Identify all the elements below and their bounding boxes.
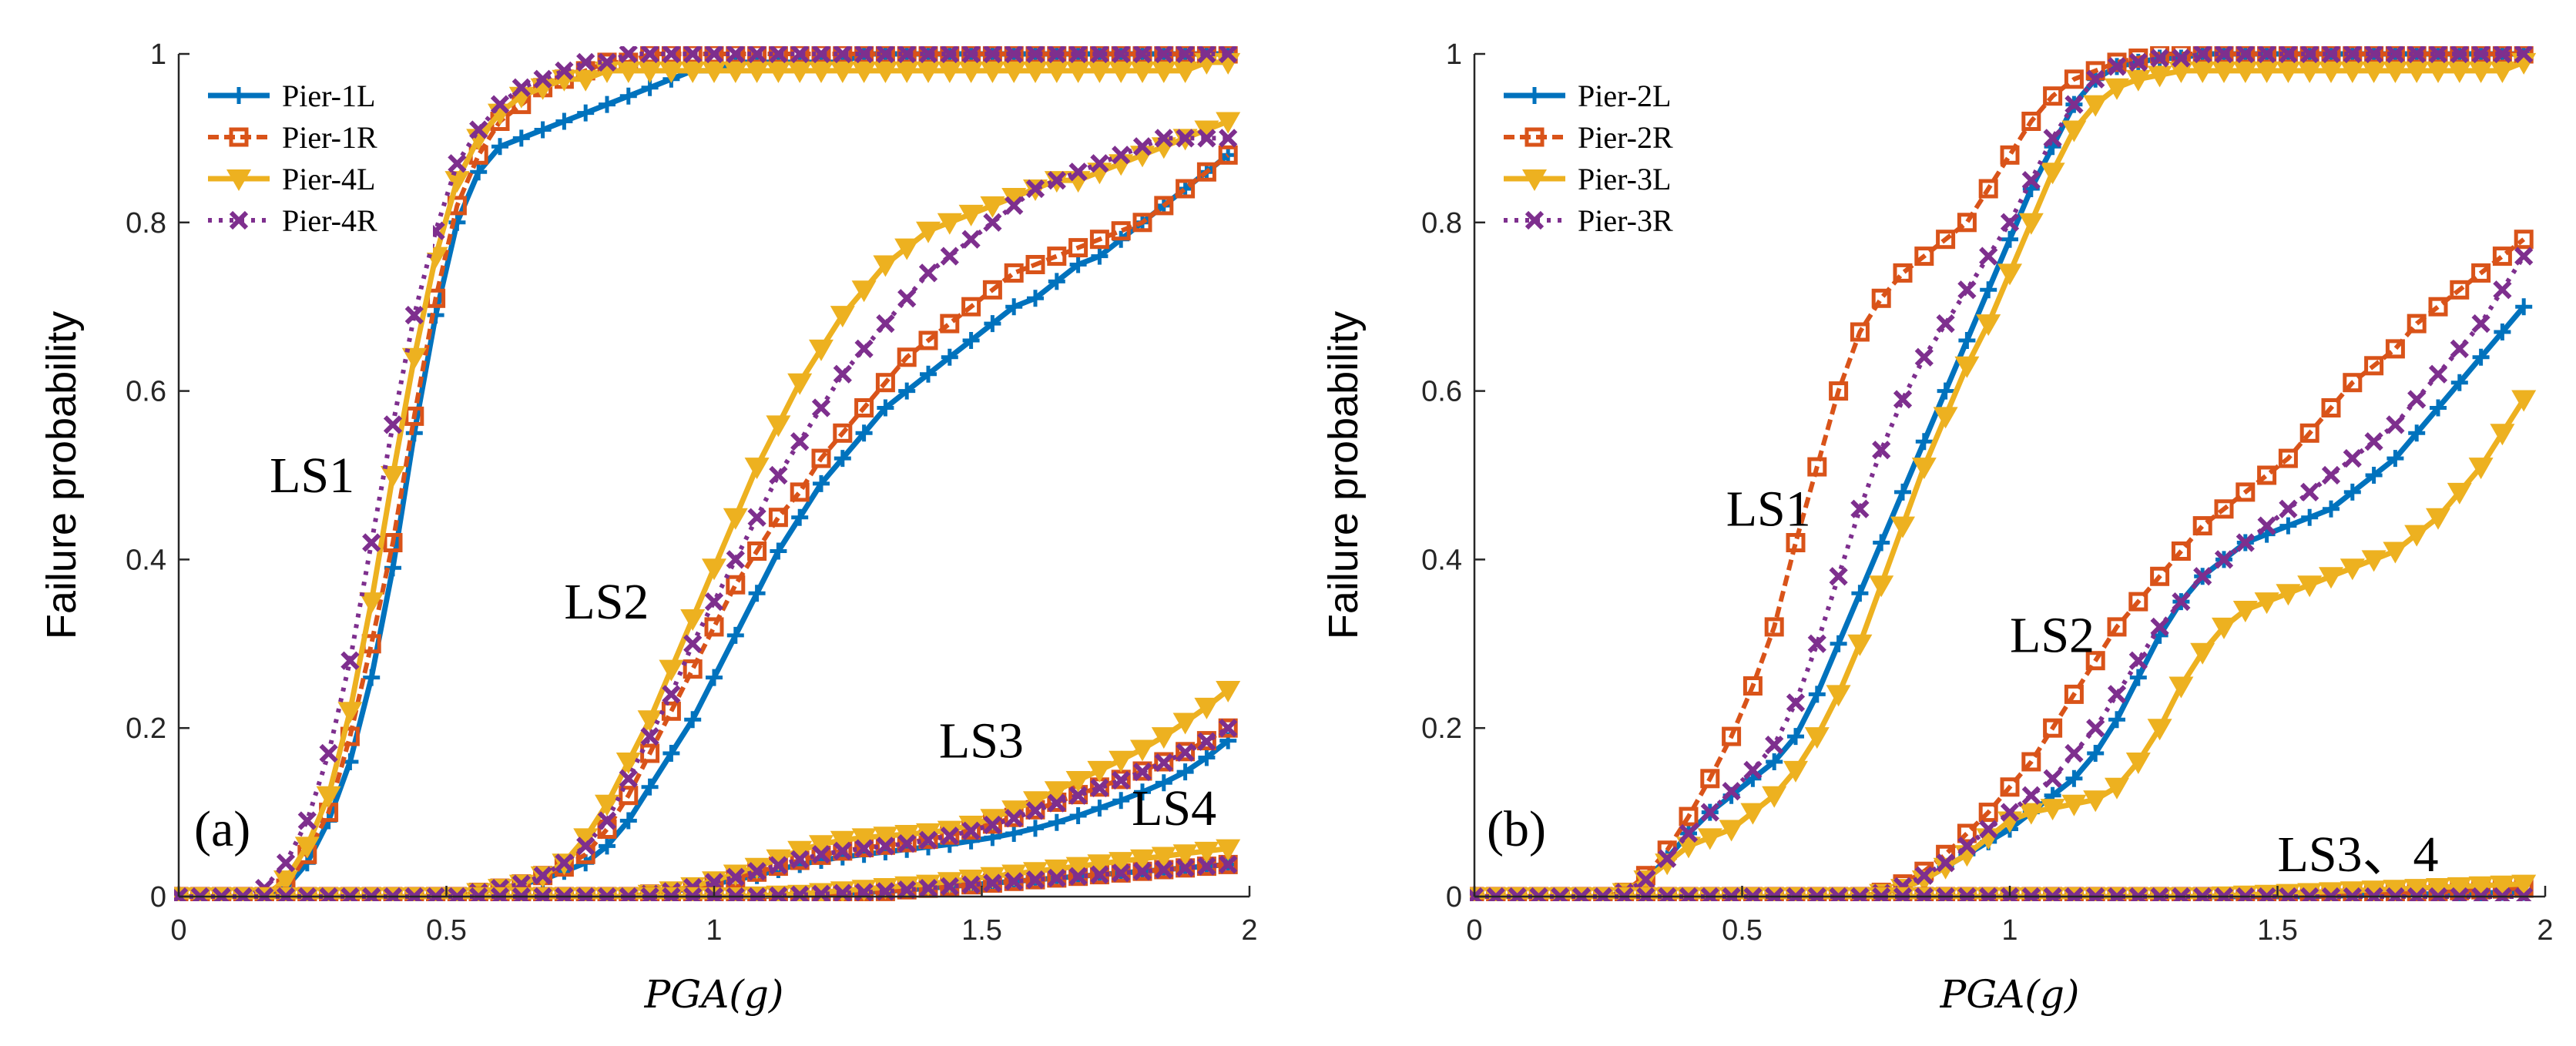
x-axis-label: PGA(g) bbox=[1940, 972, 2080, 1017]
annotation-ls2: LS2 bbox=[2010, 608, 2095, 664]
x-tick-label: 1.5 bbox=[2257, 914, 2298, 947]
y-axis-label: Failure probability bbox=[39, 311, 85, 639]
y-axis-label: Failure probability bbox=[1320, 311, 1367, 639]
x-tick-label: 0 bbox=[170, 914, 186, 947]
y-tick-label: 0.2 bbox=[126, 712, 166, 745]
annotation-ls4: LS4 bbox=[1132, 780, 1216, 836]
series-line-pier-3r-ls1 bbox=[1474, 52, 2524, 899]
annotation-ls3-4: LS3、4 bbox=[2278, 826, 2439, 883]
x-tick-label: 2 bbox=[1241, 914, 1257, 947]
x-tick-label: 1 bbox=[2001, 914, 2018, 947]
axes: 0 0.5 1 1.5 2 0 0.2 0.4 0.6 0.8 1 bbox=[1421, 39, 2553, 947]
y-tick-label: 0.4 bbox=[126, 544, 166, 576]
x-tick-label: 0.5 bbox=[1722, 914, 1763, 947]
y-tick-label: 0.4 bbox=[1421, 544, 1462, 576]
legend-label: Pier-1L bbox=[282, 79, 375, 113]
x-tick-label: 2 bbox=[2537, 914, 2553, 947]
y-tick-label: 0 bbox=[1446, 881, 1462, 914]
legend-label: Pier-3L bbox=[1578, 162, 1671, 196]
x-tick-label: 0 bbox=[1466, 914, 1482, 947]
legend: Pier-2L Pier-2R Pier-3L Pier-3R bbox=[1498, 59, 1741, 265]
y-tick-label: 0.6 bbox=[126, 376, 166, 408]
x-tick-label: 1 bbox=[706, 914, 722, 947]
legend-label: Pier-1R bbox=[282, 120, 377, 155]
y-tick-label: 0.8 bbox=[1421, 207, 1462, 240]
panel-label: (b) bbox=[1487, 801, 1546, 857]
annotations: LS1 LS2 LS3、4 bbox=[1726, 481, 2439, 883]
annotation-ls3: LS3 bbox=[939, 713, 1024, 769]
x-axis-label: PGA(g) bbox=[644, 972, 784, 1017]
annotation-ls2: LS2 bbox=[564, 574, 649, 630]
legend-label: Pier-4L bbox=[282, 162, 375, 196]
legend-label: Pier-2L bbox=[1578, 79, 1671, 113]
y-tick-label: 1 bbox=[1446, 39, 1462, 71]
legend-label: Pier-4R bbox=[282, 203, 377, 238]
x-tick-label: 1.5 bbox=[961, 914, 1002, 947]
series-line-pier-1r-ls2 bbox=[179, 153, 1230, 899]
annotations: LS1 LS2 LS3 LS4 bbox=[270, 448, 1216, 836]
y-tick-label: 1 bbox=[150, 39, 166, 71]
series-line-pier-2r-ls2 bbox=[1474, 237, 2526, 899]
axes: 0 0.5 1 1.5 2 0 0.2 0.4 0.6 0.8 1 bbox=[126, 39, 1257, 947]
panel-label: (a) bbox=[194, 801, 250, 857]
y-tick-label: 0.6 bbox=[1421, 376, 1462, 408]
chart-panel-a: 0 0.5 1 1.5 2 0 0.2 0.4 0.6 0.8 1 LS1 LS2 LS3 LS4 (a)… bbox=[39, 39, 1258, 1017]
legend-label: Pier-3R bbox=[1578, 203, 1673, 238]
legend-label: Pier-2R bbox=[1578, 120, 1673, 155]
y-tick-label: 0.2 bbox=[1421, 712, 1462, 745]
series-line-pier-4r-ls1 bbox=[179, 52, 1229, 899]
y-tick-label: 0 bbox=[150, 881, 166, 914]
y-tick-label: 0.8 bbox=[126, 207, 166, 240]
legend: Pier-1L Pier-1R Pier-4L Pier-4R bbox=[202, 59, 433, 253]
x-tick-label: 0.5 bbox=[426, 914, 467, 947]
annotation-ls1: LS1 bbox=[1726, 481, 1811, 538]
annotation-ls1: LS1 bbox=[270, 448, 354, 504]
